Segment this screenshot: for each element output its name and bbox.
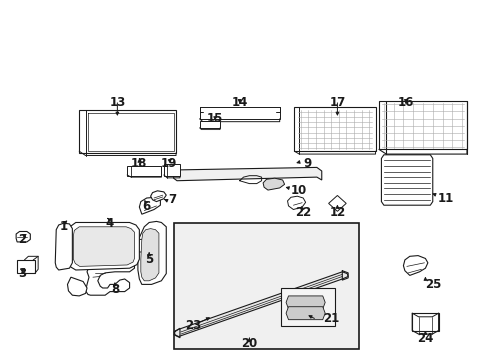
Polygon shape <box>173 167 321 181</box>
Bar <box>163 164 180 176</box>
Text: 15: 15 <box>206 112 223 125</box>
Text: 11: 11 <box>437 192 453 204</box>
Text: 22: 22 <box>294 206 311 219</box>
Polygon shape <box>287 196 305 210</box>
Bar <box>17 260 35 273</box>
Text: 23: 23 <box>184 319 201 332</box>
Text: 4: 4 <box>106 217 114 230</box>
Text: 14: 14 <box>231 96 247 109</box>
Text: 16: 16 <box>397 96 413 109</box>
Polygon shape <box>403 256 427 275</box>
Polygon shape <box>285 307 325 320</box>
Text: 10: 10 <box>290 184 306 197</box>
Bar <box>294 107 375 151</box>
Text: 21: 21 <box>322 312 338 325</box>
Polygon shape <box>73 227 134 266</box>
Text: 6: 6 <box>142 201 150 213</box>
Polygon shape <box>68 222 139 270</box>
Text: 12: 12 <box>328 206 345 219</box>
Text: 24: 24 <box>416 332 433 345</box>
Polygon shape <box>328 195 346 211</box>
Bar <box>199 121 220 128</box>
Polygon shape <box>174 272 347 337</box>
Text: 8: 8 <box>111 283 119 296</box>
Text: 3: 3 <box>18 267 26 280</box>
Text: 17: 17 <box>328 96 345 109</box>
Text: 1: 1 <box>60 220 67 233</box>
Text: 9: 9 <box>303 157 311 170</box>
Text: 5: 5 <box>145 253 153 266</box>
Bar <box>411 313 438 331</box>
Polygon shape <box>85 256 134 295</box>
Polygon shape <box>138 221 166 284</box>
Polygon shape <box>150 191 166 202</box>
Polygon shape <box>381 155 432 205</box>
Text: 19: 19 <box>160 157 177 170</box>
Text: 20: 20 <box>241 337 257 350</box>
Bar <box>199 107 279 119</box>
Text: 2: 2 <box>18 233 26 246</box>
Polygon shape <box>16 231 30 242</box>
Polygon shape <box>139 197 160 214</box>
Bar <box>79 110 176 153</box>
Bar <box>173 223 359 349</box>
Polygon shape <box>141 229 159 281</box>
Bar <box>127 166 161 176</box>
Bar <box>378 101 466 149</box>
Polygon shape <box>263 178 284 190</box>
Polygon shape <box>67 277 87 296</box>
Text: 13: 13 <box>109 96 125 109</box>
Polygon shape <box>55 223 72 270</box>
Polygon shape <box>285 296 325 309</box>
Text: 25: 25 <box>425 278 441 291</box>
Text: 7: 7 <box>168 193 177 206</box>
Bar <box>281 288 334 326</box>
Text: 18: 18 <box>131 157 147 170</box>
